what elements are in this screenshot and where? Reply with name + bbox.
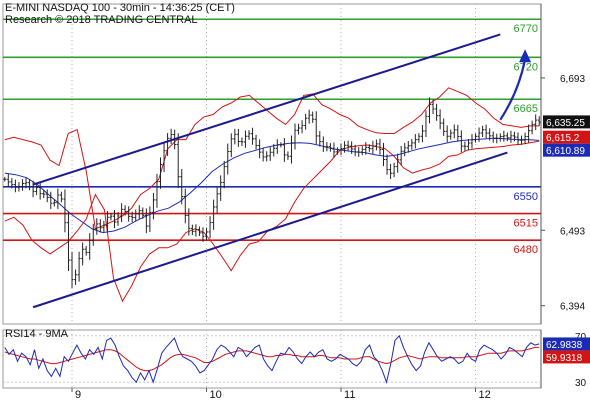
y-tick-label: 6,493 — [560, 226, 585, 237]
chart-title: E-MINI NASDAQ 100 - 30min - 14:36:25 (CE… — [5, 2, 235, 14]
rsi-line — [4, 334, 540, 384]
price-tag — [543, 143, 590, 157]
rsi-ma-line — [4, 346, 540, 372]
rsi-tag-label: 62.9838 — [546, 340, 583, 351]
x-tick-label: 10 — [210, 389, 222, 400]
rsi-tick-label: 30 — [575, 378, 587, 389]
price-tag — [543, 130, 590, 144]
y-tick-label: 6,394 — [560, 302, 585, 313]
forecast-arrow-head — [519, 49, 532, 63]
price-tag-label: 6,610.89 — [546, 146, 585, 157]
price-tag — [543, 115, 590, 129]
chart-subtitle: Research © 2018 TRADING CENTRAL — [5, 14, 198, 26]
x-tick-label: 11 — [344, 389, 355, 400]
channel-lower-line — [32, 151, 508, 309]
rsi-tag — [543, 337, 590, 351]
level-label: 6720 — [514, 61, 538, 73]
forecast-arrow-shaft — [499, 59, 527, 121]
level-label: 6550 — [514, 191, 538, 203]
rsi-title: RSI14 - 9MA — [5, 328, 69, 340]
level-label: 6515 — [514, 218, 538, 230]
bollinger-upper-line — [4, 87, 540, 230]
channel-upper-line — [32, 33, 501, 186]
rsi-tag-label: 59.9318 — [546, 353, 583, 364]
rsi-tick-label: 70 — [575, 332, 587, 343]
price-tag-label: 6,635.25 — [546, 118, 585, 129]
level-label: 6770 — [514, 23, 538, 35]
x-tick-label: 12 — [479, 389, 491, 400]
x-tick-label: 9 — [75, 389, 81, 400]
y-tick-label: 6,693 — [560, 74, 585, 85]
rsi-tag — [543, 350, 590, 364]
price-tag-label: 6,615.2 — [546, 133, 580, 144]
level-label: 6480 — [514, 244, 538, 256]
level-label: 6665 — [514, 103, 538, 115]
